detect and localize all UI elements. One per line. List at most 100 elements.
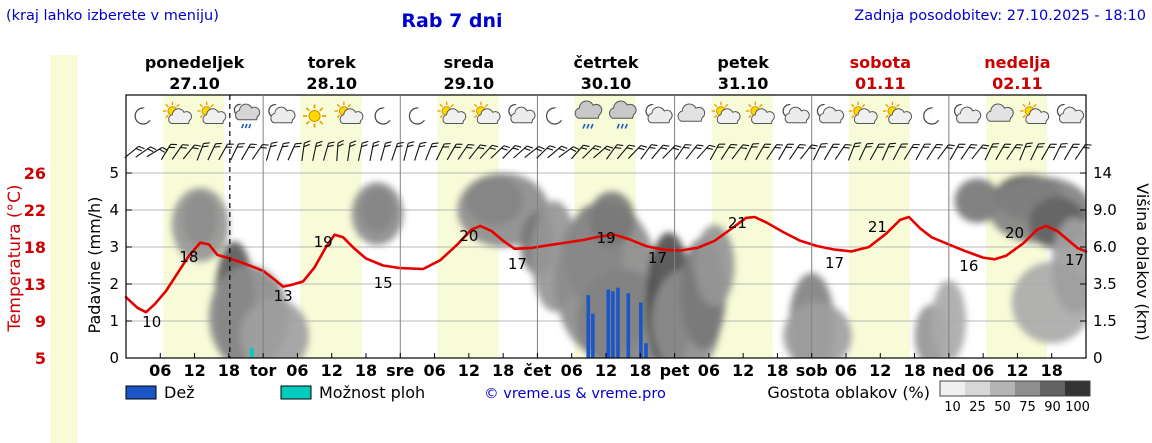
- wind-barb: [903, 143, 920, 160]
- wind-barb: [312, 140, 323, 161]
- last-updated: Zadnja posodobitev: 27.10.2025 - 18:10: [854, 8, 1146, 24]
- x-label-hour: 18: [766, 361, 788, 380]
- wind-barb: [524, 145, 545, 158]
- cloud-density-scale-border: [939, 380, 1091, 397]
- showers-legend-swatch: [280, 385, 312, 400]
- wind-barb: [251, 143, 269, 160]
- x-label-hour: 06: [286, 361, 308, 380]
- weather-icon-cloud-rain: [608, 100, 637, 129]
- weather-icon-sun-cloud: [197, 101, 227, 124]
- precip-tick-label: 5: [109, 164, 119, 182]
- weather-icon-moon: [134, 107, 155, 125]
- wind-barb: [834, 143, 852, 160]
- x-label-day: pet: [660, 361, 690, 380]
- x-label-day: čet: [523, 361, 551, 380]
- cloud-blob: [351, 182, 404, 246]
- wind-barb: [778, 143, 794, 161]
- wind-barb: [937, 144, 955, 160]
- wind-barb: [984, 143, 1000, 161]
- cloud-blob: [783, 302, 852, 358]
- weather-icon-moon-cloud-rain: [233, 103, 261, 129]
- wind-barb: [182, 144, 201, 160]
- rain-bar: [639, 302, 643, 358]
- rain-legend-label: Dež: [164, 383, 195, 402]
- weather-icon-sun-cloud: [334, 101, 364, 124]
- wind-barb: [357, 140, 369, 161]
- wind-barb: [744, 143, 760, 161]
- precip-axis-title: Padavine (mm/h): [85, 197, 104, 334]
- wind-barb: [171, 144, 189, 160]
- wind-barb: [858, 142, 874, 161]
- wind-barb: [558, 146, 580, 158]
- wind-barbs-row: [124, 139, 1092, 162]
- cloud-height-tick-label: 1.5: [1093, 312, 1117, 330]
- wind-barb: [1019, 142, 1033, 161]
- x-label-hour: 18: [218, 361, 240, 380]
- wind-barb: [347, 140, 357, 161]
- precip-tick-label: 3: [109, 238, 119, 256]
- wind-barb: [926, 143, 943, 160]
- precip-tick-label: 2: [109, 275, 119, 293]
- day-name: četrtek: [573, 53, 638, 72]
- wind-barb: [685, 144, 704, 160]
- wind-barb: [536, 145, 556, 159]
- wind-barb: [479, 144, 499, 160]
- wind-barb: [1030, 143, 1045, 161]
- temperature-value-label: 18: [179, 248, 198, 266]
- copyright: © vreme.us & vreme.pro: [484, 386, 666, 402]
- weather-icon-moon: [545, 107, 566, 125]
- showers-bar: [249, 347, 254, 358]
- day-date: 31.10: [718, 74, 769, 93]
- cloud-density-tick: 10: [944, 400, 961, 415]
- temperature-tick-label: 13: [24, 275, 46, 294]
- wind-barb: [709, 143, 726, 161]
- x-label-hour: 12: [732, 361, 754, 380]
- precip-tick-label: 4: [109, 201, 119, 219]
- weather-icon-moon: [923, 107, 944, 125]
- cloud-blob: [1051, 217, 1086, 314]
- x-label-hour: 12: [183, 361, 205, 380]
- x-label-day: sre: [386, 361, 414, 380]
- temperature-value-label: 17: [508, 255, 527, 273]
- cloud-blob: [954, 178, 1001, 223]
- rain-bar: [626, 293, 631, 358]
- cloud-density-step: [1065, 381, 1090, 396]
- temperature-value-label: 19: [596, 229, 615, 247]
- temperature-series: 10 18 13 19 15 20 17 19 17 21 17 21 16 20 17: [124, 214, 1088, 331]
- weather-icon-moon-cloud: [1056, 103, 1085, 124]
- x-label-day: sob: [796, 361, 828, 380]
- cloud-density-step: [1040, 381, 1065, 396]
- daylight-band: [300, 95, 362, 358]
- x-label-hour: 18: [492, 361, 514, 380]
- temperature-value-label: 16: [959, 257, 978, 275]
- wind-barb: [207, 142, 222, 161]
- location-hint: (kraj lahko izberete v meniju): [6, 8, 219, 24]
- day-date: 02.11: [992, 74, 1043, 93]
- day-date: 30.10: [581, 74, 632, 93]
- wind-barb: [160, 143, 177, 160]
- weather-icon-moon-cloud: [953, 103, 982, 124]
- cloud-density-tick: 100: [1065, 400, 1090, 415]
- weather-icon-cloud: [986, 103, 1014, 122]
- wind-barb: [230, 143, 245, 161]
- day-date: 29.10: [444, 74, 495, 93]
- cloud-density-step: [940, 381, 965, 396]
- weather-icon-moon: [374, 107, 395, 125]
- cloud-density-step: [1015, 381, 1040, 396]
- weather-icon-sun-cloud: [711, 101, 741, 124]
- temperature-value-label: 20: [459, 227, 478, 245]
- wind-barb: [1063, 143, 1080, 161]
- temperature-value-label: 13: [274, 287, 293, 305]
- wind-barb: [915, 143, 931, 161]
- weather-icon-sun-cloud: [883, 101, 913, 124]
- wind-barb: [391, 141, 404, 161]
- wind-barb: [1006, 143, 1024, 160]
- wind-barb: [218, 143, 234, 161]
- showers-legend-label: Možnost ploh: [319, 383, 425, 402]
- weather-icon-moon-cloud: [645, 103, 673, 124]
- wind-barb: [949, 143, 966, 161]
- day-name: sobota: [850, 53, 911, 72]
- day-date: 28.10: [306, 74, 357, 93]
- weather-icon-moon: [408, 107, 429, 125]
- x-label-hour: 06: [698, 361, 720, 380]
